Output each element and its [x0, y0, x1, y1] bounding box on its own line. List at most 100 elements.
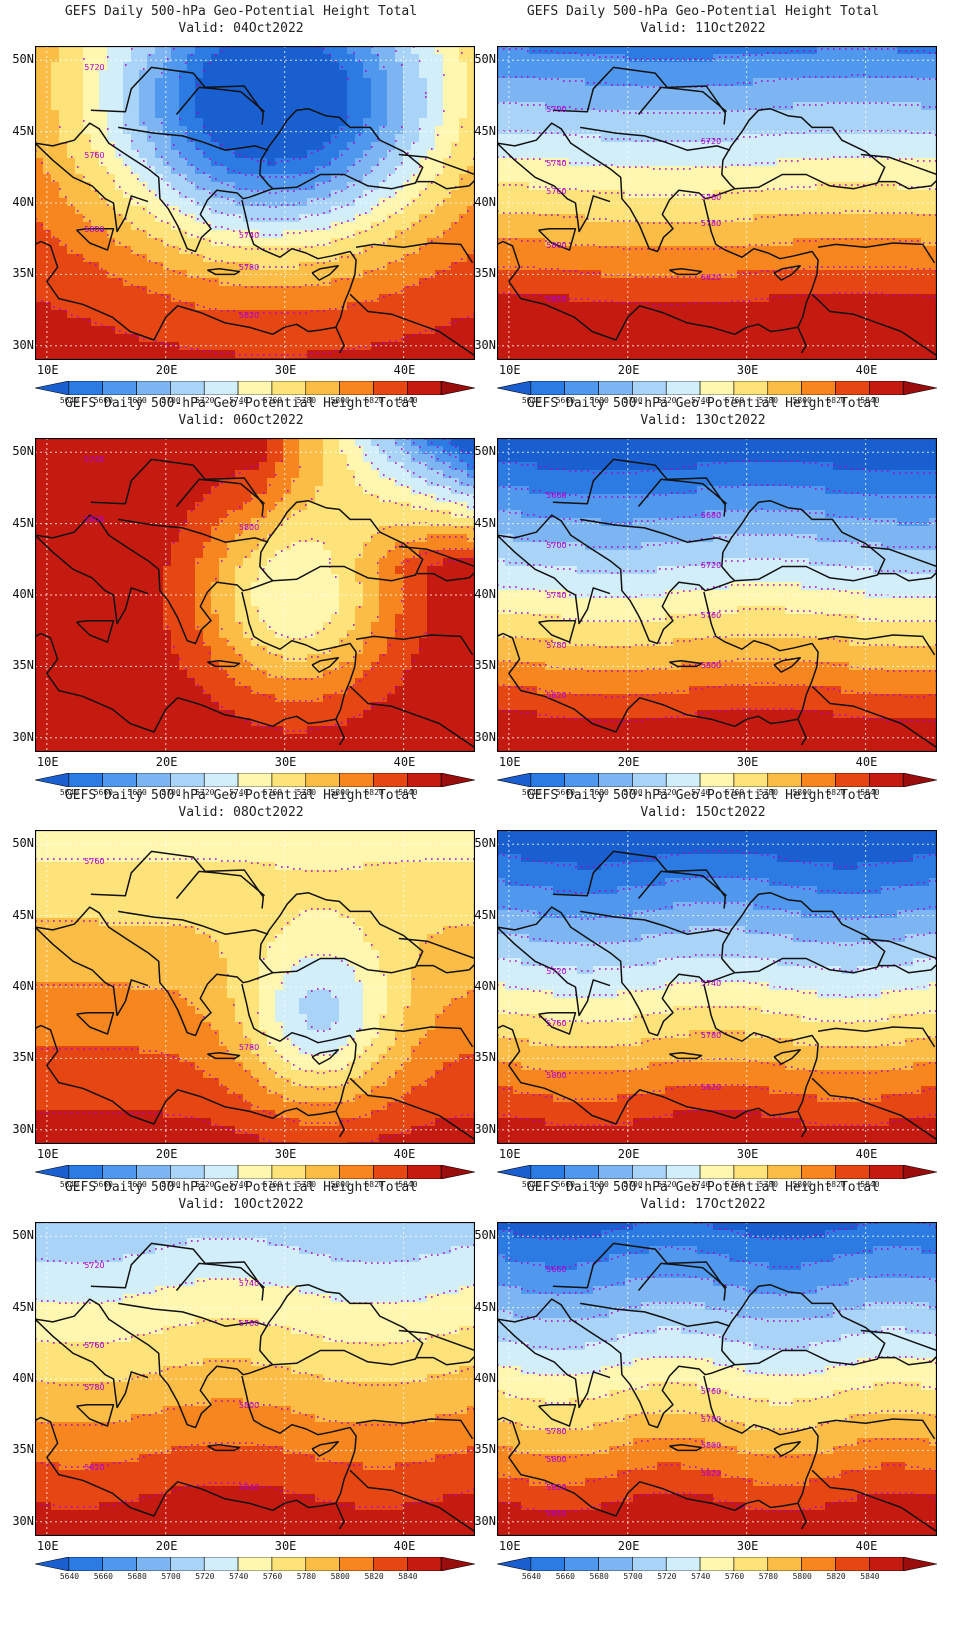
colorbar-level-label: 5740 [229, 1180, 249, 1189]
colorbar-swatch [496, 1556, 532, 1572]
map-title: GEFS Daily 500-hPa Geo-Potential Height … [64, 396, 418, 411]
colorbar-swatch [339, 1556, 374, 1572]
lat-tick-label: 45N [12, 1299, 34, 1314]
contour-label: 5720 [84, 1261, 104, 1270]
colorbar-level-label: 5700 [623, 1572, 643, 1581]
contour-labels: 5700 5720 5740 5760 5760 5780 5800 5820 5840 [546, 105, 721, 304]
lat-tick-label: 50N [474, 444, 496, 459]
lon-tick-label: 30E [736, 1539, 759, 1553]
colorbar-level-label: 5840 [860, 1180, 880, 1189]
contour-label: 5840 [239, 1483, 259, 1492]
colorbar-level-label: 5700 [161, 788, 181, 797]
contour-label: 5680 [701, 511, 721, 520]
colorbar-swatch [869, 1556, 904, 1572]
colorbar-level-label: 5760 [724, 396, 745, 405]
lat-lon-gridlines [497, 438, 937, 752]
colorbar-level-label: 5820 [826, 396, 846, 405]
height-fill [35, 438, 475, 752]
contour-labels: 5660 5760 5780 5780 5800 5800 5820 5820 5840 [546, 1265, 721, 1518]
colorbar-level-label: 5680 [589, 396, 609, 405]
geopotential-height-map: 5720 5740 5760 5760 5780 5800 5820 5840 [35, 1222, 475, 1536]
contour-label: 5800 [701, 661, 721, 670]
colorbar-level-label: 5660 [555, 788, 575, 797]
colorbar-level-label: 5740 [691, 396, 711, 405]
colorbar-level-label: 5720 [195, 396, 215, 405]
lon-tick-label: 10E [36, 1147, 59, 1161]
lat-tick-label: 50N [474, 52, 496, 67]
coastlines-borders [497, 66, 937, 357]
lon-tick-label: 10E [498, 755, 521, 769]
lon-tick-label: 10E [36, 755, 59, 769]
colorbar-swatch [271, 1556, 307, 1572]
contour-label: 5780 [701, 1415, 721, 1424]
contour-label: 5760 [701, 1387, 721, 1396]
colorbar-level-label: 5640 [59, 1180, 80, 1189]
colorbar-level-label: 5780 [296, 788, 317, 797]
contour-labels: 5760 5780 [84, 857, 259, 1052]
map-title: GEFS Daily 500-hPa Geo-Potential Height … [526, 396, 880, 411]
valid-date: Valid: 13Oct2022 [640, 413, 766, 428]
contour-label: 5820 [546, 691, 566, 700]
lat-lon-gridlines [35, 830, 475, 1144]
colorbar-level-label: 5700 [623, 1180, 643, 1189]
colorbar-level-label: 5660 [555, 1180, 575, 1189]
contour-label: 5800 [546, 241, 566, 250]
colorbar-level-label: 5760 [262, 788, 283, 797]
lon-tick-label: 40E [393, 1147, 416, 1161]
colorbar-level-label: 5800 [792, 1572, 812, 1581]
colorbar-level-label: 5800 [330, 1180, 350, 1189]
colorbar-swatch [767, 1556, 802, 1572]
contour-label: 5720 [701, 561, 721, 570]
geopotential-height-map: 5720 5740 5760 5780 5800 5820 [35, 46, 475, 360]
colorbar-level-label: 5740 [229, 788, 249, 797]
colorbar-level-label: 5640 [59, 396, 80, 405]
colorbar-level-label: 5820 [364, 396, 384, 405]
height-contours [35, 46, 475, 356]
lat-tick-label: 30N [12, 1513, 34, 1528]
colorbar-swatch [665, 1556, 701, 1572]
contour-label: 5760 [701, 193, 721, 202]
lon-tick-label: 30E [274, 1539, 297, 1553]
colorbar-level-label: 5720 [657, 396, 677, 405]
colorbar-level-label: 5800 [792, 1180, 812, 1189]
colorbar-level-label: 5640 [59, 1572, 80, 1581]
colorbar-level-label: 5840 [398, 788, 418, 797]
geopotential-height-map: 5740 5800 5800 [35, 438, 475, 752]
map-title: GEFS Daily 500-hPa Geo-Potential Height … [64, 1180, 418, 1195]
contour-label: 5780 [239, 263, 259, 272]
lon-tick-label: 20E [155, 1147, 178, 1161]
colorbar-swatch [632, 1556, 667, 1572]
map-title: GEFS Daily 500-hPa Geo-Potential Height … [526, 788, 880, 803]
colorbar-level-label: 5780 [758, 1180, 779, 1189]
lat-tick-label: 40N [12, 1371, 34, 1385]
height-fill [35, 830, 475, 1144]
lon-tick-label: 10E [498, 1147, 521, 1161]
contour-label: 5760 [84, 1341, 104, 1350]
geopotential-height-map: 5660 5680 5700 5720 5740 5760 5780 5800 5820 [497, 438, 937, 752]
lat-tick-label: 35N [12, 1050, 34, 1065]
height-fill [497, 830, 937, 1144]
contour-label: 5760 [84, 857, 104, 866]
colorbar-level-label: 5680 [589, 1180, 609, 1189]
contour-label: 5660 [546, 491, 566, 500]
lat-tick-label: 40N [474, 1371, 496, 1385]
height-colorbar [496, 1556, 938, 1572]
lat-tick-label: 35N [474, 658, 496, 673]
lon-tick-label: 20E [617, 1539, 640, 1553]
lat-tick-label: 50N [12, 52, 34, 67]
colorbar-level-label: 5720 [195, 1180, 215, 1189]
contour-label: 5700 [546, 541, 566, 550]
colorbar-level-label: 5760 [262, 1572, 283, 1581]
contour-label: 5760 [84, 151, 104, 160]
colorbar-level-label: 5640 [521, 1572, 542, 1581]
contour-label: 5720 [84, 63, 104, 72]
lat-tick-label: 50N [12, 444, 34, 459]
colorbar-level-label: 5780 [758, 396, 779, 405]
lat-tick-label: 45N [12, 907, 34, 922]
lon-tick-label: 20E [617, 1147, 640, 1161]
geopotential-height-map: 5720 5740 5760 5780 5800 5820 [497, 830, 937, 1144]
colorbar-level-label: 5720 [657, 1572, 677, 1581]
colorbar-level-label: 5820 [826, 788, 846, 797]
colorbar-swatch [68, 1556, 103, 1572]
height-colorbar [496, 1164, 938, 1180]
